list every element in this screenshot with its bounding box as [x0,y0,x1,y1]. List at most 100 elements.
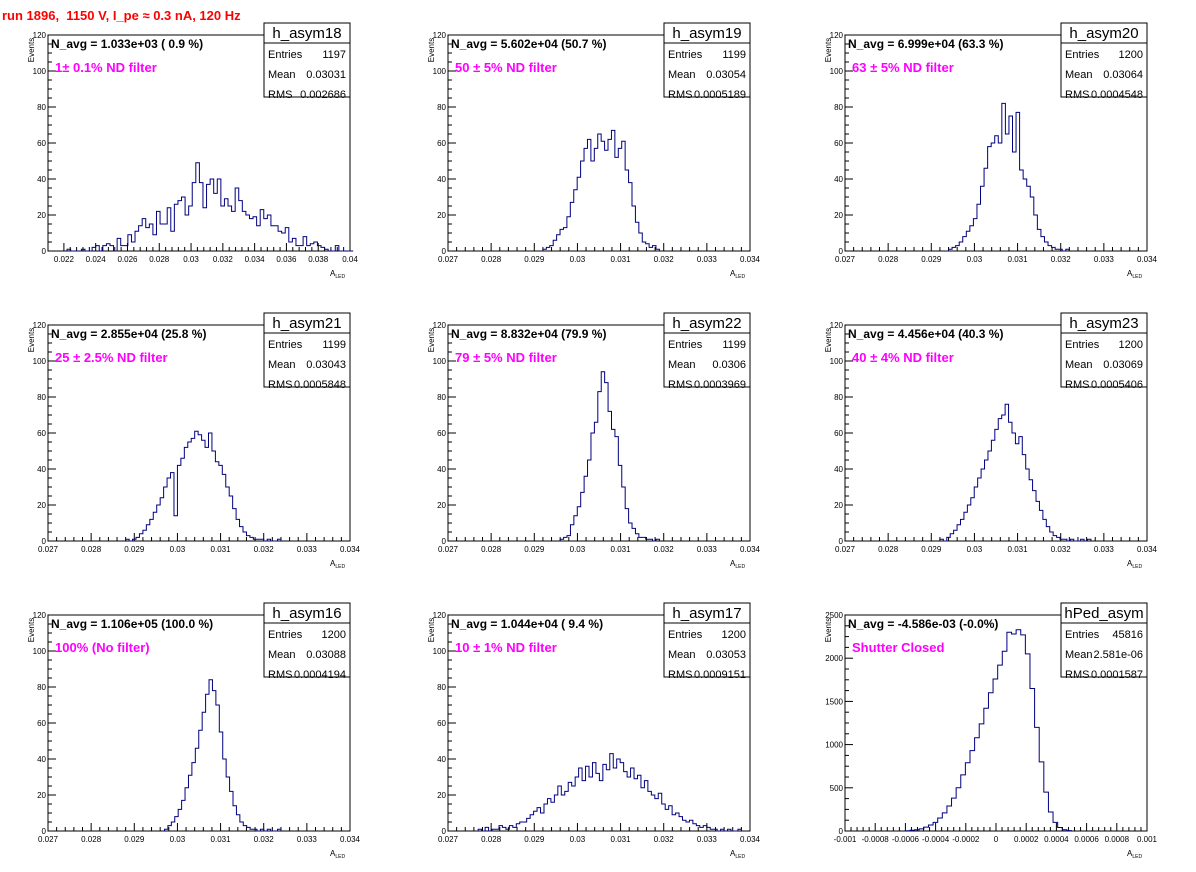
y-tick-label: 100 [33,647,47,656]
histogram-bin [656,539,659,541]
histogram-bin [591,433,594,541]
histogram-bin [933,822,938,831]
histogram-bin [307,246,311,251]
histogram-bin [275,226,279,251]
histogram-name: hPed_asym [1064,605,1143,622]
x-tick-label: 0.033 [297,835,318,844]
histogram-name: h_asym19 [672,25,741,42]
histogram-name: h_asym17 [672,605,741,622]
x-tick-label: 0.028 [481,255,502,264]
histogram-bin [136,537,139,541]
histogram-bin [615,437,618,541]
histogram-bin [572,786,575,831]
histogram-bin [995,429,998,541]
histogram-bin [952,247,956,251]
stat-value: 0.03031 [306,69,346,81]
histogram-bin [721,829,724,831]
histogram-bin [1066,249,1070,251]
histogram-bin [979,724,984,831]
histogram-bin [952,798,957,831]
y-tick-label: 2500 [825,611,843,620]
histogram-bin [175,817,178,831]
histogram-bin [240,822,243,831]
histogram-bin [577,177,580,251]
histogram-bin [656,249,659,251]
histogram-bin [561,795,564,831]
stat-label: RMS [1065,89,1089,101]
x-tick-label: 0.034 [740,545,761,554]
histogram-bin [81,249,85,251]
x-tick-label: 0.03 [170,545,186,554]
filter-label: 1± 0.1% ND filter [55,60,157,75]
histogram-bin [215,462,218,541]
histogram-bin [492,829,495,831]
histogram-bin [192,763,195,831]
histogram-bin [608,411,611,541]
histogram-bin [950,534,953,541]
histogram-bin [1036,501,1039,541]
histogram-bin [157,505,160,541]
histogram-bin [618,465,621,541]
histogram-bin [554,795,557,831]
histogram-bin [570,202,573,251]
y-tick-label: 100 [830,357,844,366]
histogram-bin [672,815,675,831]
x-axis-label-main: A [1127,269,1133,278]
y-tick-label: 60 [437,139,446,148]
histogram-bin [710,829,713,831]
stat-label: Mean [668,649,696,661]
stat-value: 0.0005406 [1091,379,1143,391]
histogram-bin [544,804,547,831]
histogram-bin [1035,727,1040,831]
x-axis-label: ALED [1127,849,1142,860]
histogram-bin [243,532,246,541]
histogram-bin [591,161,594,251]
histogram-bin [1005,134,1009,251]
histogram-bin [207,184,211,251]
histogram-bin [658,793,661,831]
histogram-bin [1016,112,1020,251]
histogram-bin [1002,415,1005,541]
x-tick-label: 0.027 [438,545,459,554]
y-tick-label: 0 [42,537,47,546]
histogram-bin [957,525,960,541]
y-tick-label: 120 [33,611,47,620]
histogram-bin [970,751,975,831]
histogram-bin [260,829,263,831]
stat-value: 0.03043 [306,359,346,371]
y-tick-label: 0 [839,827,844,836]
histogram-bin [949,249,953,251]
histogram-bin [988,451,991,541]
histogram-bin [229,496,232,541]
y-tick-label: 40 [834,465,843,474]
y-tick-label: 20 [37,211,46,220]
stat-label: RMS [268,89,292,101]
y-tick-label: 80 [37,103,46,112]
histogram-bin [601,141,604,251]
x-tick-label: 0.0006 [1074,835,1099,844]
histogram-bin [1027,186,1031,251]
histogram-bin [537,808,540,831]
histogram-bin [646,539,649,541]
y-tick-label: 60 [437,429,446,438]
histogram-bin [167,208,171,251]
histogram-bin [1037,229,1041,251]
y-tick-label: 0 [839,247,844,256]
x-tick-label: 0.0008 [1105,835,1130,844]
histogram-bin [236,519,239,541]
y-tick-label: 40 [37,175,46,184]
histogram-bin [605,150,608,251]
histogram-bin [278,829,281,831]
x-tick-label: 0.03 [570,255,586,264]
y-axis-label: Events [824,618,833,642]
y-tick-label: 20 [37,791,46,800]
filter-label: Shutter Closed [852,640,945,655]
stat-value: 2.581e-06 [1093,649,1143,661]
navg-label: N_avg = 2.855e+04 (25.8 %) [51,327,206,341]
histogram-bin [584,148,587,251]
histogram-name: h_asym18 [272,25,341,42]
stat-label: Entries [668,629,703,641]
y-tick-label: 20 [437,791,446,800]
y-axis-label: Events [27,38,36,62]
histogram-bin [126,539,129,541]
